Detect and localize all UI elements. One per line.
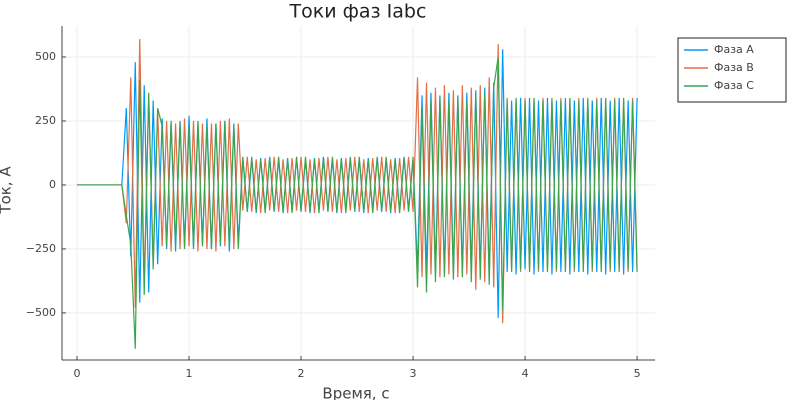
legend-label: Фаза A xyxy=(714,43,754,56)
y-axis-label: Ток, А xyxy=(0,166,15,215)
legend: Фаза A Фаза B Фаза C xyxy=(677,37,787,103)
y-tick-label: 250 xyxy=(35,114,56,127)
legend-label: Фаза C xyxy=(714,79,754,92)
x-tick-label: 4 xyxy=(522,367,529,380)
legend-box xyxy=(677,37,787,103)
x-tick-label: 5 xyxy=(634,367,641,380)
y-tick-label: 500 xyxy=(35,50,56,63)
x-axis-label: Время, с xyxy=(322,385,389,401)
x-tick-label: 3 xyxy=(410,367,417,380)
x-tick-label: 1 xyxy=(186,367,193,380)
legend-label: Фаза B xyxy=(714,61,754,74)
y-tick-label: 0 xyxy=(49,178,56,191)
x-tick-label: 0 xyxy=(74,367,81,380)
series-line xyxy=(77,56,638,349)
chart-title: Токи фаз Iabc xyxy=(289,1,427,23)
y-tick-label: −500 xyxy=(26,306,56,319)
plot-lines xyxy=(77,39,638,349)
y-tick-label: −250 xyxy=(26,242,56,255)
x-tick-label: 2 xyxy=(298,367,305,380)
